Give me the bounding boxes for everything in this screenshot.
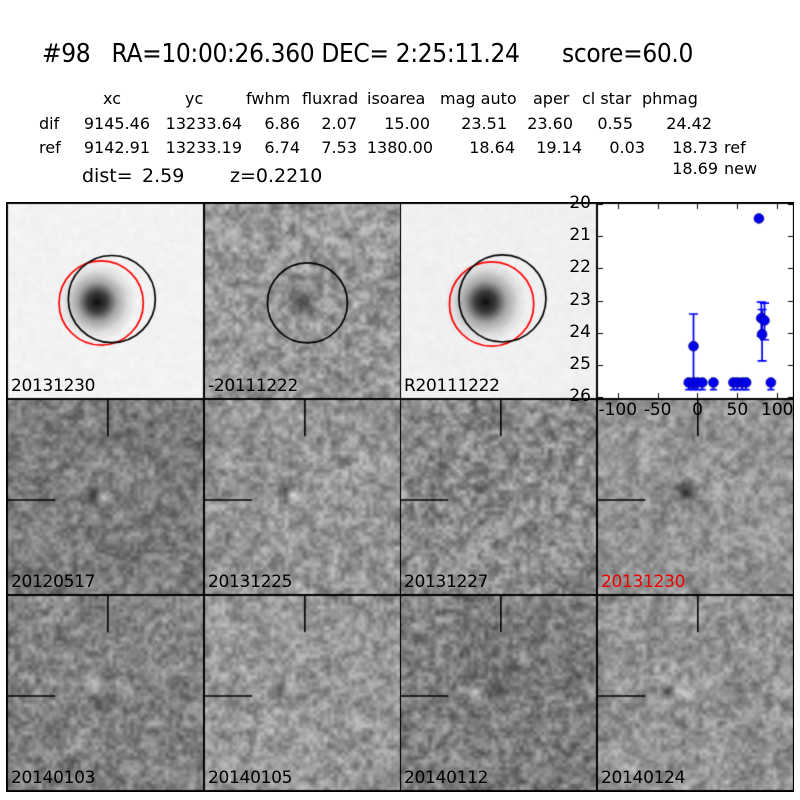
ytick-label-26: 26: [569, 386, 591, 406]
xtick-label-50: 50: [726, 400, 749, 420]
cutout-20140103: [7, 595, 204, 791]
ytick-label-21: 21: [569, 225, 591, 246]
table-cell: 18.64: [469, 138, 515, 157]
cutout-20131227: [400, 399, 597, 595]
table-cell: 7.53: [321, 138, 357, 157]
table-cell: 13233.64: [165, 114, 242, 133]
ytick-label-22: 22: [569, 257, 591, 278]
extra-phmag-suffix: new: [724, 159, 758, 178]
dist-value: 2.59: [142, 165, 185, 187]
candidate-title: #98 RA=10:00:26.360 DEC= 2:25:11.24 scor…: [42, 39, 694, 69]
table-cell: 6.86: [264, 114, 300, 133]
xtick-label-0: 0: [692, 400, 703, 420]
column-header-xc: xc: [103, 89, 121, 108]
cutout-20140124: [597, 595, 794, 791]
lightcurve-plot: [597, 203, 794, 399]
cutout-20140112: [400, 595, 597, 791]
ytick-label-24: 24: [569, 321, 591, 342]
column-header-aper: aper: [533, 89, 570, 108]
table-cell: 24.42: [666, 114, 712, 133]
ytick-label-25: 25: [569, 353, 591, 374]
table-cell: 2.07: [321, 114, 357, 133]
xtick-label--50: -50: [643, 400, 672, 420]
panel-date-label: 20140105: [208, 768, 293, 788]
column-header-cl-star: cl star: [582, 89, 632, 108]
panel-date-label: 20140103: [11, 768, 96, 788]
table-cell: 19.14: [536, 138, 582, 157]
cutout-20131230: [7, 203, 204, 399]
column-header-yc: yc: [185, 89, 204, 108]
panel-date-label: 20120517: [11, 572, 96, 592]
column-header-fwhm: fwhm: [246, 89, 291, 108]
column-header-phmag: phmag: [642, 89, 698, 108]
table-cell: 15.00: [384, 114, 430, 133]
extra-phmag-value: 18.69: [672, 159, 718, 178]
table-cell: 0.03: [609, 138, 645, 157]
xtick-label-100: 100: [761, 400, 794, 420]
table-cell: 23.60: [527, 114, 573, 133]
cutout-R20111222: [400, 203, 597, 399]
table-cell: 18.73: [672, 138, 718, 157]
cutout-20140105: [204, 595, 401, 791]
dist-label: dist=: [82, 165, 133, 187]
panel-date-label: 20140124: [601, 768, 686, 788]
table-cell: 23.51: [461, 114, 507, 133]
cutout-20131225: [204, 399, 401, 595]
table-cell: 0.55: [597, 114, 633, 133]
column-header-isoarea: isoarea: [367, 89, 426, 108]
ytick-label-23: 23: [569, 289, 591, 310]
cutout-20131230: [597, 399, 794, 595]
panel-date-label: 20131230: [11, 376, 96, 396]
xtick-label--100: -100: [598, 400, 638, 420]
column-header-mag-auto: mag auto: [440, 89, 517, 108]
table-cell: 9145.46: [83, 114, 150, 133]
table-cell: 1380.00: [366, 138, 433, 157]
panel-date-label: 20131230: [601, 572, 686, 592]
row-label-dif: dif: [39, 114, 60, 133]
panel-date-label: -20111222: [208, 376, 298, 396]
table-cell: 9142.91: [83, 138, 150, 157]
panel-date-label: 20140112: [404, 768, 489, 788]
redshift-value: z=0.2210: [230, 165, 323, 187]
panel-date-label: 20131225: [208, 572, 293, 592]
table-cell: 6.74: [264, 138, 300, 157]
ytick-label-20: 20: [569, 193, 591, 213]
table-cell: 13233.19: [165, 138, 242, 157]
panel-date-label: R20111222: [404, 376, 500, 396]
row-suffix: ref: [724, 138, 746, 157]
column-header-fluxrad: fluxrad: [302, 89, 359, 108]
cutout--20111222: [204, 203, 401, 399]
row-label-ref: ref: [39, 138, 61, 157]
cutout-20120517: [7, 399, 204, 595]
panel-date-label: 20131227: [404, 572, 489, 592]
